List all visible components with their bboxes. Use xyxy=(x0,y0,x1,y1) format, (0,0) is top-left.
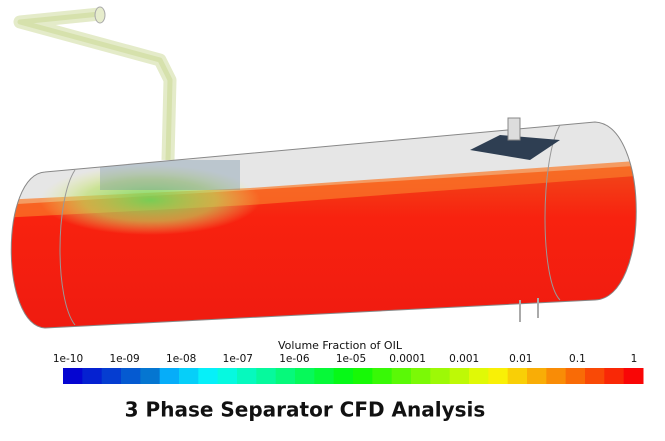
legend-tick-label: 1e-07 xyxy=(223,353,253,365)
legend-tick-label: 1e-10 xyxy=(53,353,83,365)
colorbar-cell xyxy=(449,368,470,384)
caption: 3 Phase Separator CFD Analysis xyxy=(125,398,486,422)
legend-tick-label: 1e-05 xyxy=(336,353,366,365)
colorbar-cell xyxy=(585,368,605,384)
legend-tick-label: 0.0001 xyxy=(389,353,426,365)
colorbar-cell xyxy=(507,368,528,384)
colorbar-cell xyxy=(333,368,354,384)
colorbar-cell xyxy=(101,368,122,384)
colorbar-cell xyxy=(411,368,431,384)
colorbar-cell xyxy=(82,368,103,384)
colorbar-cell xyxy=(527,368,547,384)
colorbar-cell xyxy=(314,368,335,384)
colorbar-cell xyxy=(121,368,141,384)
colorbar-cell xyxy=(63,368,83,384)
colorbar-cell xyxy=(372,368,393,384)
colorbar-cell xyxy=(217,368,238,384)
legend-tick-label: 1e-06 xyxy=(279,353,310,365)
colorbar-cell xyxy=(237,368,257,384)
colorbar-cell xyxy=(140,368,161,384)
colorbar-cell xyxy=(275,368,296,384)
colorbar-cell xyxy=(488,368,509,384)
legend-tick-label: 1 xyxy=(631,353,638,365)
legend-tick-label: 0.001 xyxy=(449,353,479,365)
legend-tick-label: 0.1 xyxy=(569,353,586,365)
colorbar-cell xyxy=(159,368,180,384)
legend-tick-label: 1e-08 xyxy=(166,353,196,365)
colorbar-cell xyxy=(546,368,567,384)
legend-tick-label: 0.01 xyxy=(509,353,532,365)
separator-render xyxy=(10,6,637,329)
colorbar xyxy=(63,368,644,384)
colorbar-cell xyxy=(179,368,199,384)
colorbar-cell xyxy=(256,368,277,384)
colorbar-cell xyxy=(430,368,451,384)
colorbar-cell xyxy=(198,368,219,384)
colorbar-cell xyxy=(623,368,644,384)
colorbar-cell xyxy=(295,368,315,384)
legend-tick-label: 1e-09 xyxy=(109,353,139,365)
colorbar-cell xyxy=(604,368,625,384)
colorbar-cell xyxy=(565,368,586,384)
legend-title: Volume Fraction of OIL xyxy=(278,339,403,352)
colorbar-cell xyxy=(469,368,489,384)
colorbar-cell xyxy=(391,368,412,384)
colorbar-cell xyxy=(353,368,373,384)
